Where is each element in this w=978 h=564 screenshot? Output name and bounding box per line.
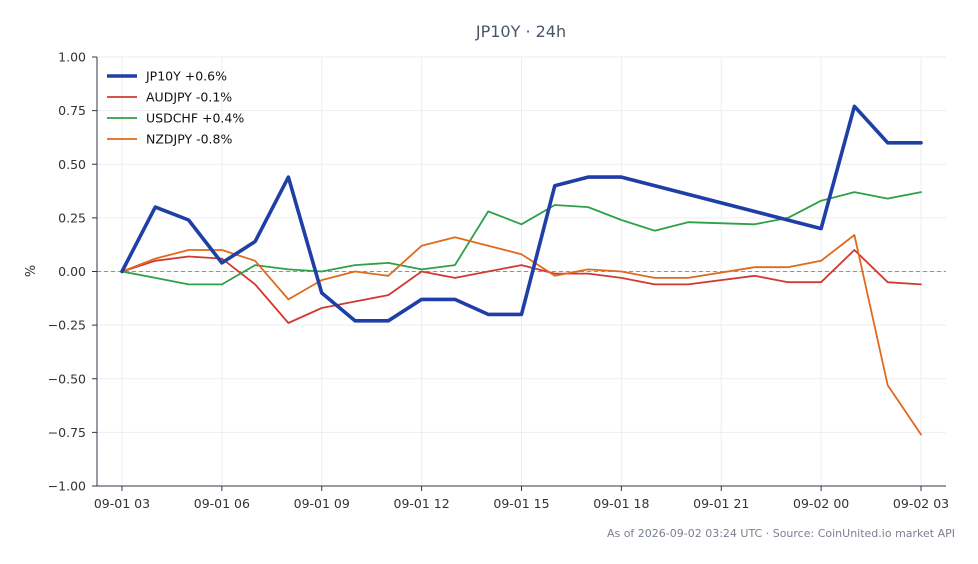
series-line-jp10y [120,104,923,323]
legend-label: JP10Y +0.6% [145,69,227,84]
y-tick-label: −0.50 [48,371,86,386]
x-tick-label: 09-02 00 [793,496,849,511]
series-line-nzdjpy [121,234,922,436]
y-tick-label: −0.75 [48,425,86,440]
x-tick-label: 09-01 18 [593,496,649,511]
y-tick-label: 0.75 [58,103,86,118]
legend: JP10Y +0.6% AUDJPY -0.1% USDCHF +0.4% NZDJP… [107,69,244,147]
series-line-audjpy [121,249,922,324]
x-tick-label: 09-01 21 [693,496,749,511]
y-axis-label: % [24,265,39,277]
chart-title: JP10Y · 24h [475,22,566,41]
x-tick-label: 09-01 06 [194,496,250,511]
series-line-usdchf [121,191,922,286]
series-layer [120,104,923,436]
y-tick-label: 0.50 [58,157,86,172]
x-ticks: 09-01 03 09-01 06 09-01 09 09-01 12 09-01 15… [94,486,949,511]
y-tick-label: 0.00 [58,264,86,279]
legend-label: USDCHF +0.4% [146,111,244,126]
legend-label: NZDJPY -0.8% [146,132,232,147]
y-tick-label: −1.00 [48,479,86,494]
y-tick-label: 0.25 [58,210,86,225]
x-tick-label: 09-01 09 [294,496,350,511]
x-tick-label: 09-01 12 [394,496,450,511]
y-tick-label: 1.00 [58,50,86,65]
footer-source: As of 2026-09-02 03:24 UTC · Source: Coi… [607,527,955,540]
x-tick-label: 09-02 03 [893,496,949,511]
y-ticks: 1.00 0.75 0.50 0.25 0.00 −0.25 −0.50 −0.75 −1.00 [48,50,97,494]
y-tick-label: −0.25 [48,318,86,333]
x-tick-label: 09-01 15 [493,496,549,511]
legend-label: AUDJPY -0.1% [146,90,232,105]
x-tick-label: 09-01 03 [94,496,150,511]
